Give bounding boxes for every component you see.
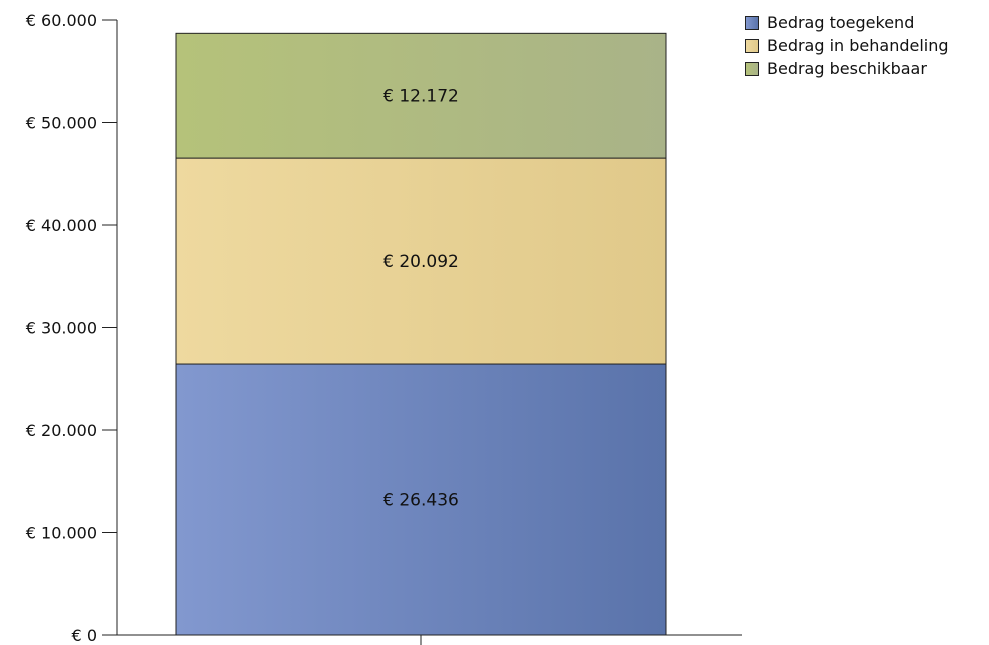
legend-label: Bedrag toegekend [767, 13, 915, 32]
bar-segment-2 [175, 157, 667, 365]
x-axis [117, 634, 742, 645]
legend-swatch [745, 38, 759, 53]
bar-segments: € 26.436 € 20.092 € 12.172 [175, 32, 667, 636]
y-axis: € 0 € 10.000 € 20.000 € 30.000 € 40.000 € 50.… [26, 11, 118, 645]
y-tick-label: € 0 [72, 626, 97, 645]
y-tick-label: € 10.000 [26, 524, 97, 543]
y-tick-label: € 30.000 [26, 319, 97, 338]
data-label: € 12.172 [383, 87, 459, 107]
data-label: € 20.092 [383, 252, 459, 272]
legend-swatch [745, 61, 759, 76]
bar-segment-3 [175, 32, 667, 159]
legend-label: Bedrag beschikbaar [767, 59, 927, 78]
data-label: € 26.436 [383, 491, 459, 511]
y-tick-label: € 40.000 [26, 216, 97, 235]
legend: Bedrag toegekend Bedrag in behandeling Bed… [745, 11, 949, 80]
y-tick-label: € 20.000 [26, 421, 97, 440]
legend-item: Bedrag toegekend [745, 11, 949, 34]
legend-item: Bedrag beschikbaar [745, 57, 949, 80]
y-tick-label: € 60.000 [26, 11, 97, 30]
legend-item: Bedrag in behandeling [745, 34, 949, 57]
bar-segment-1 [175, 363, 667, 636]
legend-label: Bedrag in behandeling [767, 36, 949, 55]
y-tick-label: € 50.000 [26, 114, 97, 133]
legend-swatch [745, 15, 759, 30]
